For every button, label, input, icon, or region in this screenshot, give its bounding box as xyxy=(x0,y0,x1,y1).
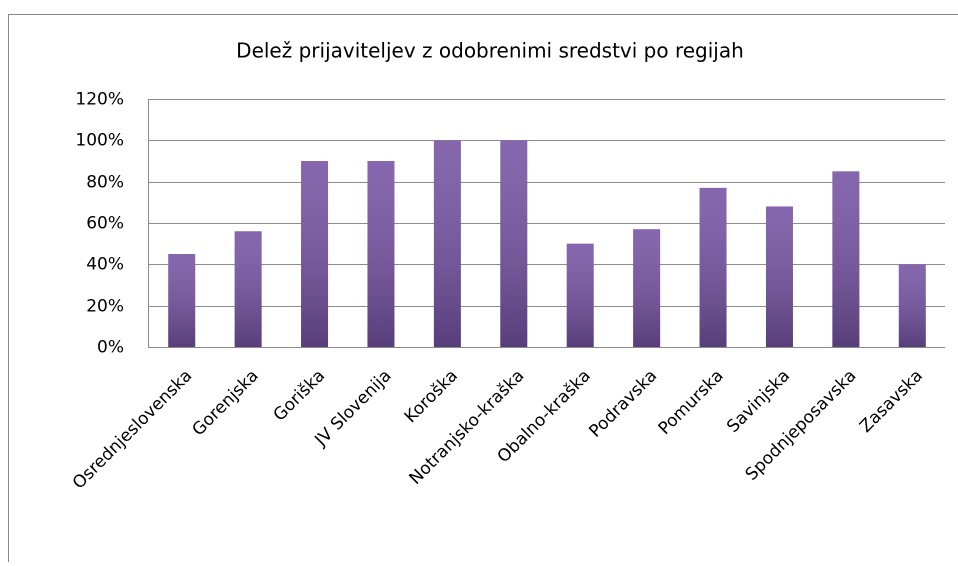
y-tick-label: 60% xyxy=(86,214,124,234)
bar-shade xyxy=(633,229,661,347)
x-tick-label: Savinjska xyxy=(723,366,794,437)
y-tick-label: 0% xyxy=(97,338,124,358)
x-tick-label: Spodnjeposavska xyxy=(742,366,861,485)
bar-shade xyxy=(699,187,727,347)
y-tick-label: 40% xyxy=(86,255,124,275)
bar-shade xyxy=(234,231,262,347)
y-tick-label: 100% xyxy=(75,131,124,151)
bar-shade xyxy=(367,161,395,347)
y-tick-label: 120% xyxy=(75,90,124,110)
x-tick-label: Gorenjska xyxy=(188,366,262,440)
x-tick-label: Zasavska xyxy=(856,366,927,437)
bar-shade xyxy=(898,264,926,347)
x-tick-label: Goriška xyxy=(270,366,329,425)
x-tick-label: Podravska xyxy=(585,366,661,442)
x-tick-label: Pomurska xyxy=(655,366,728,439)
chart-title: Delež prijaviteljev z odobrenimi sredstv… xyxy=(236,39,744,63)
bar-shade xyxy=(832,171,860,347)
y-tick-label: 80% xyxy=(86,173,124,193)
bar-shade xyxy=(301,161,329,347)
bar-shade xyxy=(765,206,793,347)
bar-shade xyxy=(500,140,528,347)
bar-shade xyxy=(566,243,594,347)
x-tick-label: Notranjsko-kraška xyxy=(406,366,529,489)
x-tick-label: Koroška xyxy=(401,366,462,427)
bar-shade xyxy=(168,254,196,347)
x-tick-label: Osrednjeslovenska xyxy=(69,366,196,493)
bar-shade xyxy=(433,140,461,347)
y-tick-label: 20% xyxy=(86,297,124,317)
